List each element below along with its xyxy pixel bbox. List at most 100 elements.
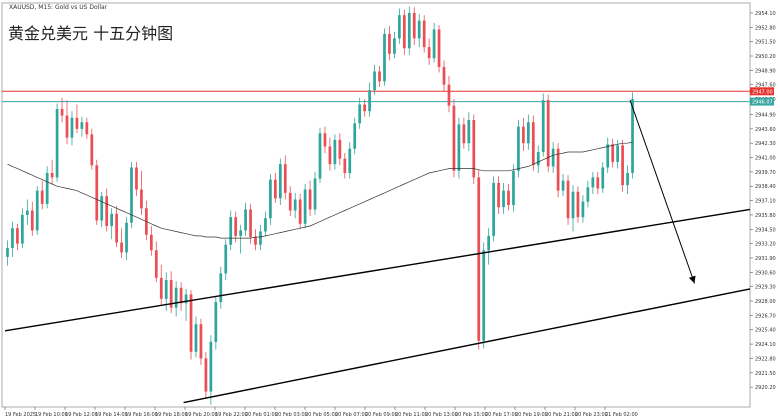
candle-body [55, 108, 59, 178]
y-tick-label: 2937.10 [755, 199, 776, 205]
y-tick-label: 2929.30 [755, 285, 776, 291]
x-tick-label: 19 Feb 18:00 [155, 412, 188, 418]
candle-body [343, 158, 347, 173]
candle-body [457, 124, 461, 171]
candle-body [288, 192, 292, 211]
y-tick-label: 2933.20 [755, 242, 776, 248]
y-tick-label: 2922.80 [755, 356, 776, 362]
y-tick-label: 2943.60 [755, 127, 776, 133]
y-tick-label: 2948.90 [755, 68, 776, 74]
x-tick-label: 21 Feb 02:00 [605, 412, 638, 418]
y-tick-label: 2939.70 [755, 170, 776, 176]
candle-body [298, 199, 302, 224]
y-tick-label: 2941.00 [755, 156, 776, 162]
y-tick-label: 2942.30 [755, 141, 776, 147]
candle-body [11, 228, 14, 249]
forecast-arrow-shaft [629, 99, 695, 284]
candle-body [149, 234, 153, 251]
candle-body [497, 182, 500, 208]
price-level-label: 2947.00 [752, 89, 773, 95]
moving-average-line [7, 141, 633, 239]
candle-body [50, 172, 54, 178]
candle-body [293, 199, 297, 211]
x-tick-label: 20 Feb 21:00 [545, 412, 578, 418]
candle-body [283, 164, 287, 193]
y-tick-label: 2938.40 [755, 184, 776, 190]
x-tick-label: 19 Feb 12:00 [65, 412, 98, 418]
candle-body [45, 172, 49, 204]
candle-body [209, 341, 213, 392]
x-tick-label: 19 Feb 2025 [5, 412, 36, 418]
candle-body [512, 170, 515, 205]
candle-body [591, 177, 595, 188]
candle-body [442, 67, 446, 85]
candle-body [556, 148, 560, 191]
candle-body [189, 294, 193, 352]
candle-body [234, 217, 238, 236]
candle-body [269, 179, 272, 219]
candle-body [95, 165, 99, 221]
x-tick-label: 20 Feb 17:00 [485, 412, 518, 418]
candle-body [154, 250, 158, 278]
candle-body [65, 115, 69, 138]
candle-body [249, 209, 252, 238]
candle-body [25, 210, 29, 215]
candle-body [502, 190, 505, 208]
candle-body [417, 20, 421, 39]
candle-body [278, 164, 282, 199]
y-tick-label: 2954.10 [755, 11, 776, 17]
candle-body [254, 237, 257, 245]
candle-body [616, 145, 620, 162]
candle-body [472, 120, 476, 178]
candles [6, 6, 634, 405]
candle-body [273, 179, 277, 199]
candle-body [125, 222, 128, 253]
candle-body [174, 287, 178, 308]
candle-body [487, 235, 491, 251]
y-tick-label: 2920.20 [755, 385, 776, 391]
candle-body [398, 15, 401, 39]
candle-body [546, 100, 550, 167]
x-tick-label: 19 Feb 16:00 [125, 412, 158, 418]
symbol-label: XAUUSD, M15: Gold vs US Dollar [9, 4, 108, 11]
y-tick-label: 2952.80 [755, 25, 776, 31]
candle-body [631, 99, 634, 173]
y-axis: 2954.10 2952.80 2951.50 2950.20 2948.90 2947.… [750, 11, 776, 391]
plot-frame [1, 2, 751, 408]
candle-body [308, 189, 312, 210]
candle-body [522, 126, 525, 144]
x-tick-label: 20 Feb 03:00 [275, 412, 308, 418]
candle-body [219, 273, 223, 303]
chart-overlay-title: 黄金兑美元 十五分钟图 [8, 24, 174, 43]
x-tick-label: 20 Feb 07:00 [335, 412, 368, 418]
candle-body [318, 133, 322, 179]
candle-body [80, 122, 84, 129]
candle-body [130, 167, 133, 223]
candle-body [224, 244, 228, 274]
candle-body [452, 105, 456, 171]
candle-body [214, 302, 218, 342]
candle-body [135, 167, 138, 190]
y-tick-label: 2930.60 [755, 270, 776, 276]
candle-body [140, 189, 143, 209]
candle-body [606, 144, 610, 168]
y-tick-label: 2931.90 [755, 256, 776, 262]
x-tick-label: 20 Feb 13:00 [425, 412, 458, 418]
candle-body [259, 231, 262, 245]
candle-body [100, 196, 104, 221]
candle-body [388, 33, 391, 54]
y-tick-label: 2935.80 [755, 213, 776, 219]
candle-body [383, 33, 386, 82]
candle-body [169, 280, 173, 308]
trend-channel-line [183, 288, 751, 404]
candle-body [239, 230, 242, 236]
candle-body [492, 182, 495, 236]
forecast-arrow-head [688, 275, 696, 284]
x-tick-label: 19 Feb 10:00 [35, 412, 68, 418]
candle-body [467, 120, 471, 144]
x-tick-label: 20 Feb 23:00 [575, 412, 608, 418]
candle-body [576, 191, 580, 218]
candle-body [507, 190, 510, 205]
